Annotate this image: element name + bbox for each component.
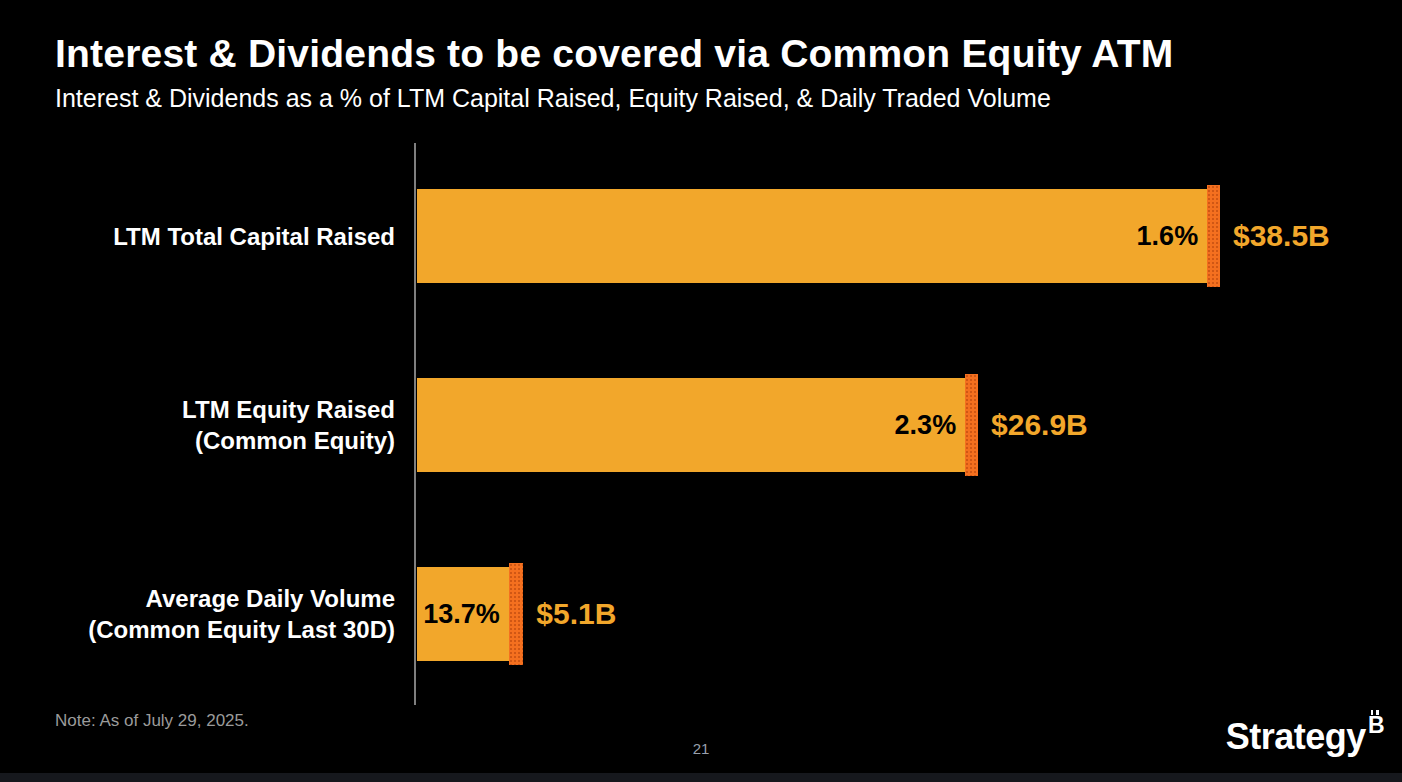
- page-number: 21: [0, 740, 1402, 757]
- category-label: LTM Total Capital Raised: [40, 189, 395, 283]
- category-label-line2: (Common Equity): [40, 425, 395, 456]
- bar: 13.7%: [417, 567, 509, 661]
- percent-label: 13.7%: [423, 599, 500, 630]
- category-label-line1: LTM Equity Raised: [40, 394, 395, 425]
- bitcoin-b-icon: B: [1368, 714, 1384, 737]
- chart-row: LTM Total Capital Raised 1.6% $38.5B: [0, 189, 1402, 283]
- percent-label: 2.3%: [895, 410, 957, 441]
- category-label-line2: (Common Equity Last 30D): [40, 614, 395, 645]
- value-label: $38.5B: [1233, 189, 1330, 283]
- strategy-logo-text: Strategy: [1226, 716, 1366, 758]
- category-label: Average Daily Volume (Common Equity Last…: [40, 567, 395, 661]
- bar: 1.6%: [417, 189, 1207, 283]
- bar: 2.3%: [417, 378, 965, 472]
- category-label: LTM Equity Raised (Common Equity): [40, 378, 395, 472]
- chart-row: LTM Equity Raised (Common Equity) 2.3% $…: [0, 378, 1402, 472]
- bottom-edge-strip: [0, 773, 1402, 782]
- percent-label: 1.6%: [1137, 221, 1199, 252]
- category-label-line1: LTM Total Capital Raised: [40, 221, 395, 252]
- bar-tip: [965, 374, 978, 476]
- category-label-line1: Average Daily Volume: [40, 583, 395, 614]
- bar-tip: [509, 563, 524, 665]
- value-label: $26.9B: [991, 378, 1088, 472]
- footnote: Note: As of July 29, 2025.: [55, 711, 249, 731]
- value-label: $5.1B: [536, 567, 616, 661]
- strategy-logo: Strategy B: [1226, 716, 1384, 758]
- page-title: Interest & Dividends to be covered via C…: [55, 32, 1174, 76]
- bar-tip: [1207, 185, 1220, 287]
- slide: Interest & Dividends to be covered via C…: [0, 0, 1402, 782]
- chart-row: Average Daily Volume (Common Equity Last…: [0, 567, 1402, 661]
- page-subtitle: Interest & Dividends as a % of LTM Capit…: [55, 84, 1051, 113]
